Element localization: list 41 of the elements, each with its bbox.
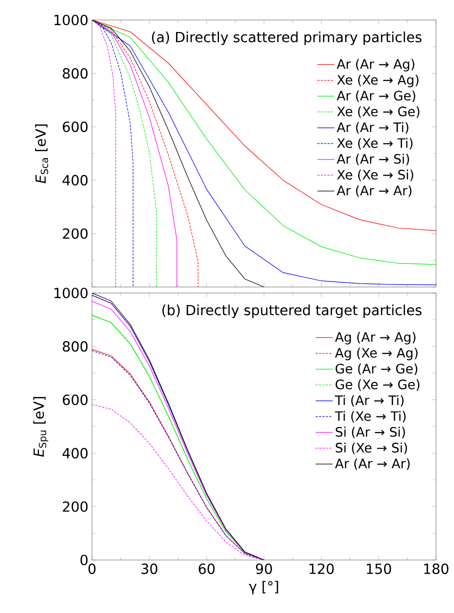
legend-label: Ag (Xe → Ag) bbox=[335, 348, 418, 360]
y-tick-label: 0 bbox=[80, 554, 88, 566]
legend-label: Xe (Xe → Si) bbox=[337, 170, 414, 182]
legend-label: Ar (Ar → Ti) bbox=[336, 122, 408, 134]
legend-label: Ti (Xe → Ti) bbox=[334, 410, 406, 422]
legend-label: Ti (Ar → Ti) bbox=[334, 395, 404, 407]
y-tick-label: 200 bbox=[62, 228, 88, 239]
legend-label: Ag (Ar → Ag) bbox=[335, 332, 416, 344]
legend-label: Ge (Xe → Ge) bbox=[336, 379, 420, 391]
y-tick-label: 800 bbox=[62, 341, 88, 352]
y-axis-title: E$_{Sca}$ [eV] bbox=[35, 124, 48, 184]
x-tick-label: 0 bbox=[88, 564, 96, 574]
text: (a) Directly scattered primary particles bbox=[152, 32, 422, 46]
text: (b) Directly sputtered target particles bbox=[162, 304, 422, 318]
x-tick-label: 30 bbox=[142, 564, 158, 574]
legend-label: Xe (Xe → Ti) bbox=[337, 138, 413, 150]
x-tick-label: 90 bbox=[256, 564, 272, 574]
y-tick-label: 200 bbox=[62, 501, 88, 512]
x-tick-label: 150 bbox=[366, 564, 392, 574]
x-tick-label: 180 bbox=[424, 564, 448, 574]
y-tick-label: 1000 bbox=[54, 14, 88, 26]
legend-label: Ar (Ar → Ge) bbox=[336, 90, 416, 102]
x-axis-title: γ [°] bbox=[248, 580, 278, 594]
legend-label: Xe (Xe → Ge) bbox=[337, 106, 420, 118]
legend-label: Xe (Xe → Ag) bbox=[337, 74, 418, 88]
y-tick-label: 400 bbox=[62, 448, 88, 458]
y-axis-title: E$_{Spu}$ [eV] bbox=[33, 397, 48, 457]
legend-label: Si (Xe → Si) bbox=[336, 442, 408, 454]
y-tick-label: 1000 bbox=[54, 288, 88, 298]
y-tick-label: 600 bbox=[62, 394, 88, 406]
x-tick-label: 120 bbox=[310, 564, 334, 574]
y-tick-label: 400 bbox=[62, 174, 88, 186]
legend-label: Ar (Ar → Si) bbox=[336, 154, 410, 166]
legend-label: Si (Ar → Si) bbox=[336, 426, 405, 438]
y-tick-label: 800 bbox=[62, 68, 88, 79]
legend-label: Ge (Ar → Ge) bbox=[336, 364, 418, 376]
legend-label: Ar (Ar → Ag) bbox=[336, 58, 414, 72]
legend-label: Ar (Ar → Ar) bbox=[335, 458, 410, 470]
legend-label: Ar (Ar → Ar) bbox=[336, 185, 412, 197]
x-tick-label: 60 bbox=[198, 564, 215, 574]
y-tick-label: 600 bbox=[62, 122, 88, 132]
